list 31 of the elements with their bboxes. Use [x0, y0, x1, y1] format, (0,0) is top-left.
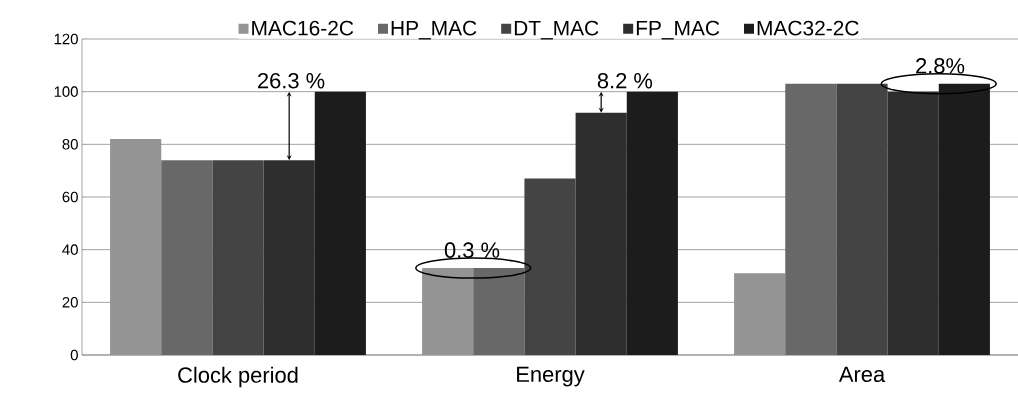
legend-label: MAC16-2C — [252, 20, 354, 36]
y-tick-label: 60 — [62, 191, 78, 203]
x-tick-label: Clock period — [178, 366, 298, 388]
legend-label: HP_MAC — [391, 20, 477, 40]
y-tick-label: 80 — [62, 139, 78, 150]
annotation: 8.2 % — [597, 72, 653, 89]
bar — [212, 160, 264, 355]
bar — [887, 91, 939, 355]
bar — [314, 91, 366, 355]
bar — [626, 91, 678, 355]
y-tick-label: 100 — [54, 86, 78, 97]
annotation: 0.3 % — [444, 242, 500, 258]
bar — [575, 112, 627, 355]
annotation: 2.8% — [916, 58, 965, 74]
bar — [263, 160, 315, 355]
y-tick-label: 20 — [62, 297, 78, 308]
bar — [473, 268, 525, 355]
bar — [161, 160, 213, 355]
x-tick-label: Area — [838, 366, 886, 383]
legend-label: DT_MAC — [514, 20, 599, 40]
bar — [524, 178, 576, 355]
bar — [836, 83, 888, 355]
legend-label: FP_MAC — [636, 20, 720, 40]
y-tick-label: 40 — [62, 244, 78, 255]
bar — [938, 83, 990, 355]
x-tick-label: Energy — [517, 366, 585, 387]
y-tick-label: 120 — [54, 33, 78, 45]
y-tick-label: 0 — [70, 349, 78, 361]
bar — [785, 83, 837, 355]
legend-label: MAC32-2C — [757, 20, 859, 36]
annotation: 26.3 % — [258, 72, 325, 89]
